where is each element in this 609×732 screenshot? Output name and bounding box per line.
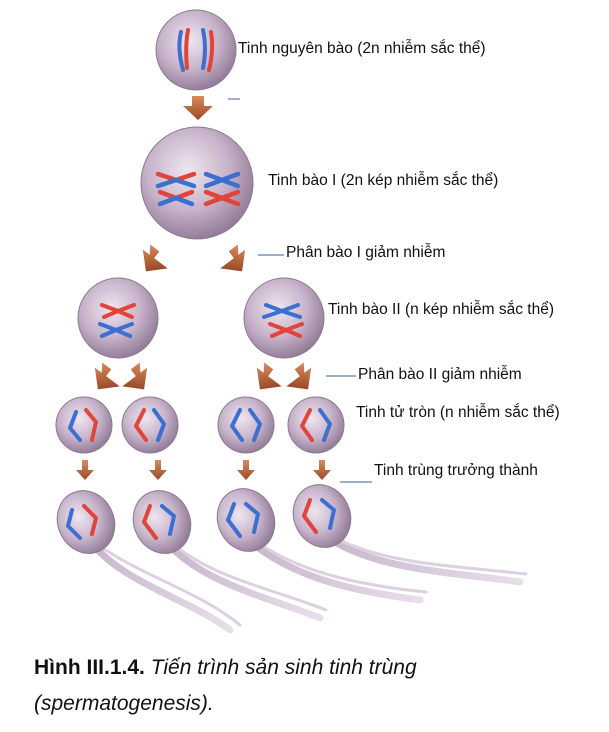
caption-title: Tiến trình sản sinh tinh trùng (spermato… xyxy=(34,656,417,715)
primary-spermatocyte-cell xyxy=(140,126,254,240)
spermatid-cell-4 xyxy=(287,396,345,454)
down-right-arrow-icon xyxy=(286,362,312,390)
down-arrow-icon xyxy=(76,460,94,480)
spermatid-cell-2 xyxy=(121,396,179,454)
down-left-arrow-icon xyxy=(256,362,282,390)
spermatid-cell-3 xyxy=(217,396,275,454)
spermatid-cell-1 xyxy=(55,396,113,454)
down-arrow-icon xyxy=(149,460,167,480)
spermatogonium-cell xyxy=(155,9,237,91)
down-arrow-icon xyxy=(183,96,213,120)
secondary-spermatocyte-cell-left xyxy=(77,277,159,359)
label-meiosis-1: Phân bào I giảm nhiễm xyxy=(286,244,446,261)
down-left-arrow-icon xyxy=(94,362,120,390)
label-meiosis-2: Phân bào II giảm nhiễm xyxy=(358,366,522,383)
secondary-spermatocyte-cell-right xyxy=(243,277,325,359)
down-arrow-icon xyxy=(237,460,255,480)
figure-caption: Hình III.1.4. Tiến trình sản sinh tinh t… xyxy=(34,650,594,722)
label-spermatid: Tinh tử tròn (n nhiễm sắc thể) xyxy=(356,404,560,421)
label-primary-spermatocyte: Tinh bào I (2n kép nhiễm sắc thể) xyxy=(268,172,499,189)
spermatogenesis-diagram xyxy=(55,9,528,634)
down-left-arrow-icon xyxy=(142,244,168,272)
label-mature-sperm: Tinh trùng trưởng thành xyxy=(374,462,538,479)
sperm-cell-2 xyxy=(132,490,328,622)
down-right-arrow-icon xyxy=(220,244,246,272)
down-right-arrow-icon xyxy=(122,362,148,390)
down-arrow-icon xyxy=(313,460,331,480)
label-spermatogonium: Tinh nguyên bào (2n nhiễm sắc thể) xyxy=(238,40,486,57)
caption-number: Hình III.1.4. xyxy=(34,656,145,679)
sperm-cell-4 xyxy=(292,484,528,586)
label-secondary-spermatocyte: Tinh bào II (n kép nhiễm sắc thể) xyxy=(328,301,555,318)
sperm-cell-3 xyxy=(216,488,428,604)
sperm-cell-1 xyxy=(56,490,242,634)
